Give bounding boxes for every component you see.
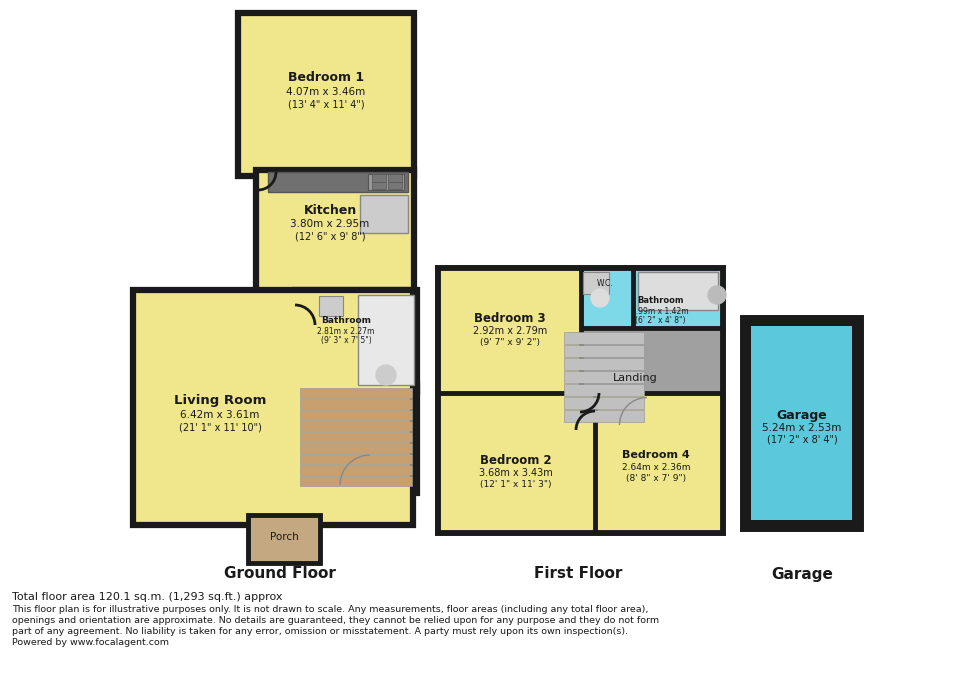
Text: Total floor area 120.1 sq.m. (1,293 sq.ft.) approx: Total floor area 120.1 sq.m. (1,293 sq.f… bbox=[12, 592, 282, 602]
Text: 2.81m x 2.27m: 2.81m x 2.27m bbox=[318, 327, 374, 336]
Bar bbox=[564, 384, 644, 396]
Text: (21' 1" x 11' 10"): (21' 1" x 11' 10") bbox=[178, 422, 262, 432]
Bar bbox=[583, 272, 609, 294]
Text: Landing: Landing bbox=[612, 373, 658, 383]
Circle shape bbox=[591, 289, 609, 307]
Bar bbox=[295, 290, 417, 392]
Bar bbox=[564, 332, 644, 344]
Text: 2.92m x 2.79m: 2.92m x 2.79m bbox=[473, 326, 547, 336]
Text: Porch: Porch bbox=[270, 532, 298, 542]
Text: 6.42m x 3.61m: 6.42m x 3.61m bbox=[180, 410, 260, 420]
Bar bbox=[295, 385, 417, 493]
Text: Bedroom 2: Bedroom 2 bbox=[480, 453, 552, 466]
Bar bbox=[300, 476, 412, 486]
Text: (17' 2" x 8' 4"): (17' 2" x 8' 4") bbox=[766, 435, 837, 445]
Text: (13' 4" x 11' 4"): (13' 4" x 11' 4") bbox=[288, 99, 365, 109]
Text: 4.07m x 3.46m: 4.07m x 3.46m bbox=[286, 87, 366, 97]
Bar bbox=[300, 454, 412, 464]
Text: 1.99m x 1.42m: 1.99m x 1.42m bbox=[631, 306, 689, 316]
Bar bbox=[133, 290, 413, 525]
Bar bbox=[256, 170, 414, 296]
Text: Ground Floor: Ground Floor bbox=[224, 566, 336, 582]
Bar bbox=[300, 465, 412, 475]
Bar bbox=[238, 13, 414, 176]
Bar bbox=[372, 174, 386, 182]
Text: 3.80m x 2.95m: 3.80m x 2.95m bbox=[290, 219, 369, 229]
Bar bbox=[268, 172, 408, 192]
Circle shape bbox=[376, 365, 396, 385]
Bar bbox=[248, 515, 320, 563]
Text: This floor plan is for illustrative purposes only. It is not drawn to scale. Any: This floor plan is for illustrative purp… bbox=[12, 605, 649, 614]
Text: Bedroom 3: Bedroom 3 bbox=[474, 312, 546, 325]
Bar bbox=[595, 393, 722, 532]
Text: Bathroom: Bathroom bbox=[637, 295, 683, 305]
Text: (6' 2" x 4' 8"): (6' 2" x 4' 8") bbox=[635, 316, 685, 325]
Bar bbox=[438, 268, 722, 532]
Bar bbox=[300, 421, 412, 431]
Text: (9' 3" x 7' 5"): (9' 3" x 7' 5") bbox=[320, 336, 371, 345]
Text: (9' 7" x 9' 2"): (9' 7" x 9' 2") bbox=[480, 338, 540, 347]
Bar bbox=[564, 358, 644, 370]
Bar bbox=[360, 195, 408, 233]
Text: W.C.: W.C. bbox=[597, 279, 613, 288]
Text: 2.64m x 2.36m: 2.64m x 2.36m bbox=[621, 464, 690, 473]
Bar bbox=[372, 182, 386, 189]
Text: 5.24m x 2.53m: 5.24m x 2.53m bbox=[762, 423, 842, 433]
Text: 3.68m x 3.43m: 3.68m x 3.43m bbox=[479, 468, 553, 478]
Bar bbox=[438, 393, 596, 532]
Bar bbox=[438, 268, 581, 398]
Bar bbox=[564, 345, 644, 357]
Text: Garage: Garage bbox=[776, 408, 827, 421]
Text: Powered by www.focalagent.com: Powered by www.focalagent.com bbox=[12, 638, 169, 647]
Text: part of any agreement. No liability is taken for any error, omission or misstate: part of any agreement. No liability is t… bbox=[12, 627, 628, 636]
Text: (12' 1" x 11' 3"): (12' 1" x 11' 3") bbox=[480, 479, 552, 488]
Bar bbox=[578, 268, 636, 330]
Bar bbox=[300, 443, 412, 453]
Bar bbox=[751, 326, 852, 520]
Bar bbox=[388, 182, 402, 189]
Text: Living Room: Living Room bbox=[173, 393, 267, 406]
Bar bbox=[300, 410, 412, 420]
Bar bbox=[358, 295, 414, 385]
Bar bbox=[633, 268, 722, 360]
Bar bbox=[300, 388, 412, 398]
Bar bbox=[564, 371, 644, 383]
Bar bbox=[560, 328, 722, 430]
Bar bbox=[743, 318, 860, 528]
Circle shape bbox=[708, 286, 726, 304]
Bar bbox=[300, 399, 412, 409]
Bar bbox=[564, 397, 644, 409]
Bar bbox=[300, 432, 412, 442]
Circle shape bbox=[319, 299, 341, 321]
Bar bbox=[319, 296, 343, 316]
Text: Bedroom 4: Bedroom 4 bbox=[622, 450, 690, 460]
Bar bbox=[388, 174, 402, 182]
Text: (8' 8" x 7' 9"): (8' 8" x 7' 9") bbox=[626, 475, 686, 484]
Bar bbox=[564, 410, 644, 422]
Text: (12' 6" x 9' 8"): (12' 6" x 9' 8") bbox=[295, 231, 366, 241]
Text: Garage: Garage bbox=[771, 566, 833, 582]
Bar bbox=[368, 174, 404, 190]
Text: openings and orientation are approximate. No details are guaranteed, they cannot: openings and orientation are approximate… bbox=[12, 616, 660, 625]
Text: Bathroom: Bathroom bbox=[321, 316, 371, 325]
Bar bbox=[638, 272, 718, 310]
Text: Kitchen: Kitchen bbox=[304, 203, 357, 216]
Text: Bedroom 1: Bedroom 1 bbox=[288, 71, 364, 84]
Text: First Floor: First Floor bbox=[534, 566, 622, 582]
